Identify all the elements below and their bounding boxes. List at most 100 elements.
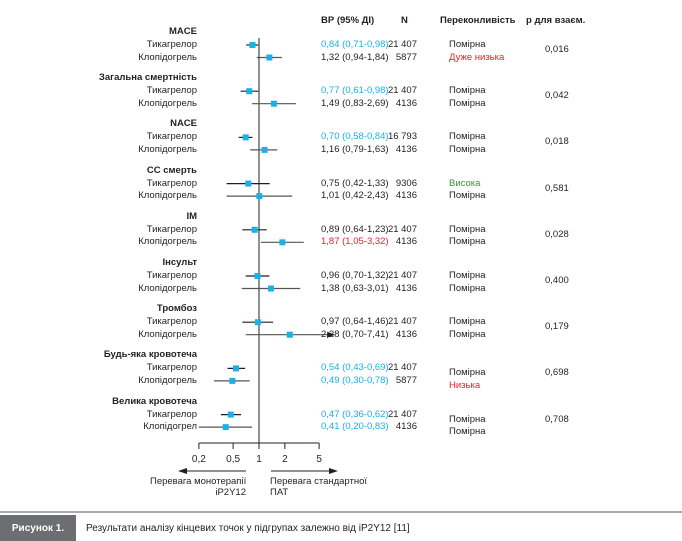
column-header-confidence: Переконливість [440,15,516,26]
group-title: NACE [170,118,197,130]
row-label: Тикагрелор [146,223,197,235]
left-arrow-head [178,468,187,474]
n-value: 4136 [395,190,417,202]
hr-marker [242,134,249,141]
n-value: 5877 [395,51,417,63]
row-label: Клопідогрель [138,236,197,248]
confidence-value: Помірна [449,97,486,109]
row-label: Клопідогрел [143,421,197,433]
group-title: ІМ [186,210,197,222]
confidence-value: Помірна [449,316,486,328]
hr-value: 1,87 (1,05-3,32) [321,236,389,248]
confidence-value: Помірна [449,236,486,248]
hr-value: 0,96 (0,70-1,32) [321,270,389,281]
hr-value: 1,01 (0,42-2,43) [321,190,389,202]
figure-label: Рисунок 1. [0,515,76,541]
hr-value: 0,84 (0,71-0,98) [321,39,389,50]
p-value: 0,042 [545,90,569,102]
n-value: 4136 [395,282,417,294]
n-value: 4136 [395,236,417,248]
hr-value: 1,49 (0,83-2,69) [321,97,389,109]
row-label: Тикагрелор [146,177,197,189]
hr-marker [222,424,229,431]
row-label: Клопідогрель [138,190,197,202]
confidence-value: Помірна [449,190,486,202]
x-tick-label: 0,5 [226,454,240,465]
figure-caption: Рисунок 1. Результати аналізу кінцевих т… [0,511,682,541]
hr-marker [249,42,256,48]
column-header-n: N [401,15,408,26]
confidence-value: Дуже низька [449,51,505,63]
n-value: 21 407 [387,39,417,50]
row-label: Тикагрелор [146,85,197,97]
hr-value: 1,16 (0,79-1,63) [321,143,389,155]
hr-value: 0,49 (0,30-0,78) [321,374,389,386]
row-label: Клопідогрель [138,51,197,63]
n-value: 4136 [395,97,417,109]
hr-value: 0,41 (0,20-0,83) [321,421,389,433]
hr-marker [286,331,293,338]
confidence-value: Помірна [449,413,486,425]
group-title: Загальна смертність [98,72,197,84]
row-label: Клопідогрель [138,282,197,294]
right-arrow-label-line2: ПАТ [270,487,289,498]
hr-value: 0,77 (0,61-0,98) [321,85,389,97]
confidence-value: Помірна [449,270,486,281]
group-title: СС смерть [146,164,197,176]
confidence-value: Помірна [449,426,486,438]
row-label: Тикагрелор [146,39,197,50]
forest-plot-canvas: 0,2 0,5 1 2 5 [178,38,338,474]
hr-marker [268,285,275,292]
hr-value: 0,97 (0,64-1,46) [321,316,389,328]
hr-marker [227,411,234,418]
hr-marker [246,88,253,95]
hr-value: 0,47 (0,36-0,62) [321,408,389,420]
n-value: 21 407 [387,223,417,235]
hr-marker [279,239,286,246]
hr-value: 0,75 (0,42-1,33) [321,177,389,189]
p-value: 0,708 [545,413,569,425]
n-value: 21 407 [387,85,417,97]
hr-marker [251,226,258,233]
right-arrow-head [329,468,338,474]
right-arrow-label-line1: Перевага стандартної [270,476,368,487]
group-title: Будь-яка кровотеча [103,349,197,361]
row-label: Тикагрелор [146,131,197,143]
hr-marker [254,319,261,326]
p-value: 0,179 [545,321,569,333]
confidence-value: Помірна [449,39,486,50]
hr-marker [270,100,277,107]
row-label: Клопідогрель [138,97,197,109]
confidence-value: Помірна [449,367,486,379]
p-value: 0,698 [545,367,569,379]
n-value: 4136 [395,328,417,340]
confidence-value: Висока [449,177,481,189]
row-label: Тикагрелор [146,270,197,281]
hr-value: 2,28 (0,70-7,41) [321,328,389,340]
row-label: Клопідогрель [138,374,197,386]
figure-caption-text: Результати аналізу кінцевих точок у підг… [86,523,410,534]
row-label: Тикагрелор [146,408,197,420]
left-arrow-label-line1: Перевага монотерапії [150,476,247,487]
confidence-value: Помірна [449,328,486,340]
n-value: 9306 [395,177,417,189]
group-title: Тромбоз [156,303,197,315]
hr-marker [245,180,252,187]
group-title: MACE [169,26,197,37]
hr-marker [256,193,263,200]
confidence-value: Помірна [449,143,486,155]
hr-value: 0,54 (0,43-0,69) [321,362,389,374]
p-value: 0,400 [545,275,569,286]
p-value: 0,018 [545,136,569,148]
left-arrow-label: Перевага монотерапії іР2Y12 [150,476,246,498]
right-arrow-label: Перевага стандартної ПАТ [270,476,367,498]
row-label: Клопідогрель [138,328,197,340]
confidence-value: Низька [449,379,481,391]
group-title: Велика кровотеча [112,395,197,407]
n-value: 4136 [395,421,417,433]
x-tick-label: 0,2 [192,454,206,465]
p-value: 0,016 [545,44,569,55]
x-tick-label: 2 [282,454,288,465]
confidence-value: Помірна [449,85,486,97]
